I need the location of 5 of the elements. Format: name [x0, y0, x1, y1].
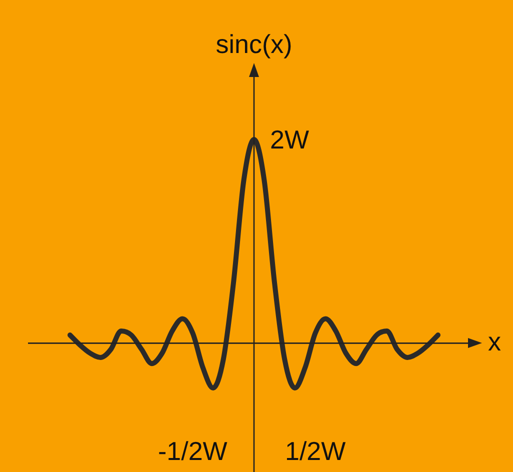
y-axis-title: sinc(x): [216, 29, 292, 60]
annotation: 2W: [270, 124, 310, 155]
x-axis-title: x: [488, 326, 501, 356]
x-tick-label: -1/2W: [158, 436, 228, 466]
x-tick-label: 1/2W: [284, 436, 346, 466]
